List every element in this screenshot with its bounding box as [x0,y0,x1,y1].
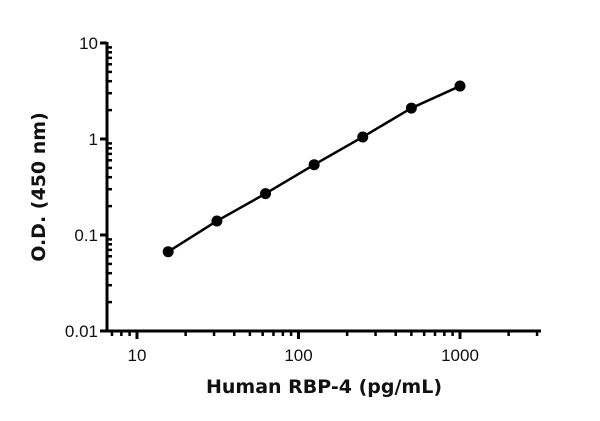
x-tick-label: 100 [284,346,312,365]
y-tick-label: 0.1 [74,226,98,245]
data-point-marker [357,131,369,143]
plot-area [162,80,466,258]
x-axis-title: Human RBP-4 (pg/mL) [206,376,442,398]
x-tick-label: 10 [128,346,147,365]
data-point-marker [162,246,174,258]
data-point-marker [260,188,272,200]
axes: 0.01 0.1 1 10 10 100 1000 [65,34,541,365]
x-tick-label: 1000 [441,346,479,365]
data-point-marker [211,215,223,227]
data-point-marker [454,80,466,92]
data-point-marker [308,159,320,171]
y-tick-label: 0.01 [65,322,98,341]
y-tick-label: 1 [89,130,98,149]
data-point-marker [405,102,417,114]
y-tick-label: 10 [79,34,98,53]
y-axis-title: O.D. (450 nm) [28,112,50,262]
